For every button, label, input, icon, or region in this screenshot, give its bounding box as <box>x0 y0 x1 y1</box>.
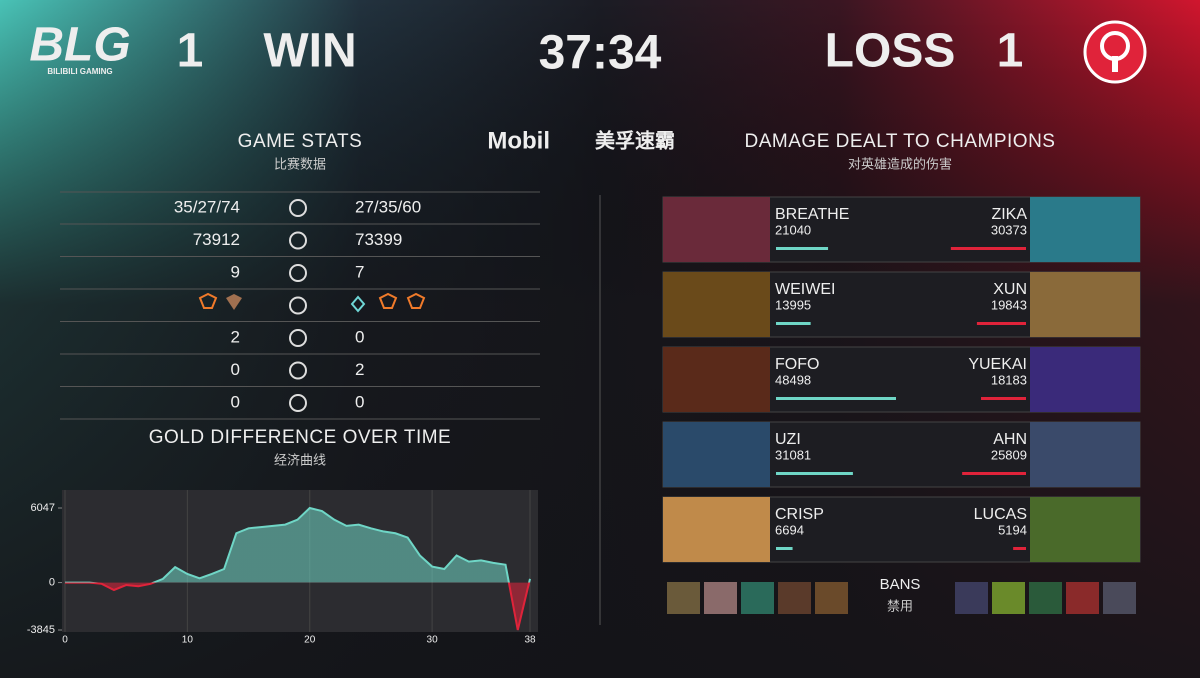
damage-bar <box>776 247 829 250</box>
champion-portrait <box>663 197 770 262</box>
team-logo-left: BLG <box>29 19 130 72</box>
gold-line <box>65 506 531 631</box>
damage-value: 21040 <box>775 222 811 237</box>
damage-value: 30373 <box>991 222 1027 237</box>
damage-bar <box>976 322 1026 325</box>
section-title: DAMAGE DEALT TO CHAMPIONS <box>745 131 1056 152</box>
damage-bar <box>950 247 1026 250</box>
bans-title: BANS <box>880 576 921 593</box>
stat-left: 9 <box>231 262 240 281</box>
player-name: FOFO <box>775 356 819 373</box>
champion-portrait <box>663 497 770 562</box>
ban-portrait <box>992 582 1025 614</box>
ban-portrait <box>1066 582 1099 614</box>
ban-portrait <box>778 582 811 614</box>
damage-value: 25809 <box>991 447 1027 462</box>
champion-portrait <box>1030 422 1140 487</box>
stat-right: 0 <box>355 392 364 411</box>
player-name: LUCAS <box>974 506 1027 523</box>
score-left: 1 <box>177 25 204 78</box>
dragon-icons <box>198 292 426 313</box>
damage-bar <box>776 322 811 325</box>
ban-portrait <box>1103 582 1136 614</box>
x-tick-label: 0 <box>62 635 68 646</box>
damage-bar <box>981 397 1026 400</box>
player-name: UZI <box>775 431 801 448</box>
stat-left: 35/27/74 <box>174 197 240 216</box>
damage-value: 19843 <box>991 297 1027 312</box>
damage-bar <box>962 472 1026 475</box>
damage-bar <box>776 547 793 550</box>
stat-icon <box>289 264 307 282</box>
damage-bar <box>776 472 853 475</box>
stat-left: 73912 <box>193 230 240 249</box>
x-tick-label: 30 <box>427 635 439 646</box>
stat-icon <box>289 329 307 347</box>
damage-value: 48498 <box>775 372 811 387</box>
ban-portrait <box>1029 582 1062 614</box>
stat-left: 0 <box>231 360 240 379</box>
stat-right: 73399 <box>355 230 402 249</box>
stat-left: 2 <box>231 327 240 346</box>
stat-icon <box>289 199 307 217</box>
bans-subtitle: 禁用 <box>887 598 913 613</box>
y-tick-label: 0 <box>49 576 55 588</box>
player-name: BREATHE <box>775 206 849 223</box>
damage-value: 18183 <box>991 372 1027 387</box>
stat-right: 27/35/60 <box>355 197 421 216</box>
champion-portrait <box>663 272 770 337</box>
result-right: LOSS <box>825 25 956 78</box>
ban-portrait <box>955 582 988 614</box>
stat-icon <box>289 361 307 380</box>
score-right: 1 <box>997 25 1024 78</box>
champion-portrait <box>1030 497 1140 562</box>
ban-portrait <box>815 582 848 614</box>
damage-value: 31081 <box>775 447 811 462</box>
x-tick-label: 10 <box>182 635 194 646</box>
damage-bar <box>776 397 896 400</box>
damage-bar <box>1013 547 1026 550</box>
section-title: GOLD DIFFERENCE OVER TIME <box>149 427 451 448</box>
champion-portrait <box>1030 272 1140 337</box>
player-name: WEIWEI <box>775 281 835 298</box>
player-name: CRISP <box>775 506 824 523</box>
ban-portrait <box>741 582 774 614</box>
y-tick-label: -3845 <box>27 624 55 636</box>
champion-portrait <box>663 422 770 487</box>
result-left: WIN <box>263 25 356 78</box>
team-logo-right <box>1083 20 1147 84</box>
y-tick-label: 6047 <box>31 502 55 514</box>
ban-portrait <box>704 582 737 614</box>
player-name: ZIKA <box>991 206 1027 223</box>
stat-right: 2 <box>355 360 364 379</box>
game-time: 37:34 <box>539 27 662 80</box>
section-title: GAME STATS <box>238 131 363 152</box>
player-name: AHN <box>993 431 1027 448</box>
damage-value: 13995 <box>775 297 811 312</box>
section-subtitle: 经济曲线 <box>274 452 326 467</box>
sponsor-product: 美孚速霸 <box>595 128 675 152</box>
stat-icon <box>289 394 307 412</box>
sponsor-brand: Mobil <box>487 127 550 154</box>
section-subtitle: 比赛数据 <box>274 156 326 171</box>
team-name-left: BILIBILI GAMING <box>47 67 112 76</box>
x-tick-label: 38 <box>524 635 536 646</box>
stat-right: 0 <box>355 327 364 346</box>
section-subtitle: 对英雄造成的伤害 <box>848 156 952 171</box>
ban-portrait <box>667 582 700 614</box>
stat-left: 0 <box>231 392 240 411</box>
damage-value: 6694 <box>775 522 804 537</box>
player-name: XUN <box>993 281 1027 298</box>
champion-portrait <box>1030 197 1140 262</box>
stat-right: 7 <box>355 262 364 281</box>
gold-area <box>65 508 530 630</box>
player-name: YUEKAI <box>968 356 1027 373</box>
damage-value: 5194 <box>998 522 1027 537</box>
stat-icon <box>289 231 307 250</box>
stat-icon <box>289 296 307 315</box>
x-tick-label: 20 <box>304 635 316 646</box>
champion-portrait <box>663 347 770 412</box>
champion-portrait <box>1030 347 1140 412</box>
